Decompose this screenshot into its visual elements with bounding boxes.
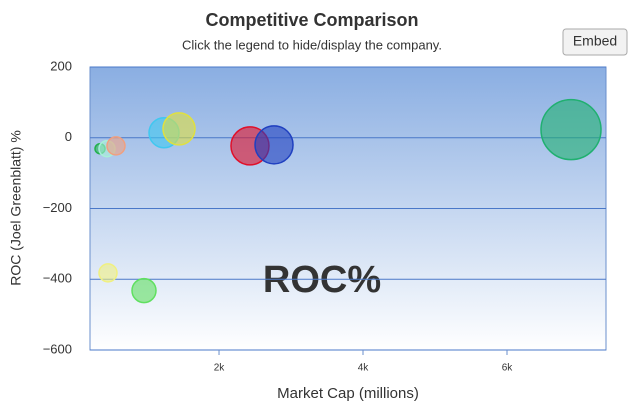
x-tick-label: 6k	[502, 363, 514, 374]
y-tick-label: −400	[43, 271, 72, 286]
bubble	[162, 112, 196, 146]
bubble	[106, 136, 126, 156]
y-tick-label: −600	[43, 341, 72, 356]
x-tick-label: 4k	[358, 363, 370, 374]
bubble	[540, 98, 602, 161]
bubble	[131, 277, 157, 304]
chart-subtitle: Click the legend to hide/display the com…	[182, 37, 442, 52]
x-tick-label: 2k	[214, 363, 226, 374]
chart-title: Competitive Comparison	[205, 10, 418, 30]
x-axis-label: Market Cap (millions)	[277, 385, 419, 402]
button-label: Embed	[573, 33, 617, 49]
embed-button[interactable]: Embed	[562, 28, 628, 56]
bubble	[254, 125, 294, 165]
watermark: ROC%	[263, 259, 381, 301]
button-frame	[562, 28, 628, 56]
y-axis-label: ROC (Joel Greenblatt) %	[8, 130, 24, 286]
y-tick-label: −200	[43, 200, 72, 215]
bubble	[98, 263, 118, 283]
y-tick-label: 0	[65, 129, 72, 144]
y-tick-label: 200	[50, 58, 72, 73]
